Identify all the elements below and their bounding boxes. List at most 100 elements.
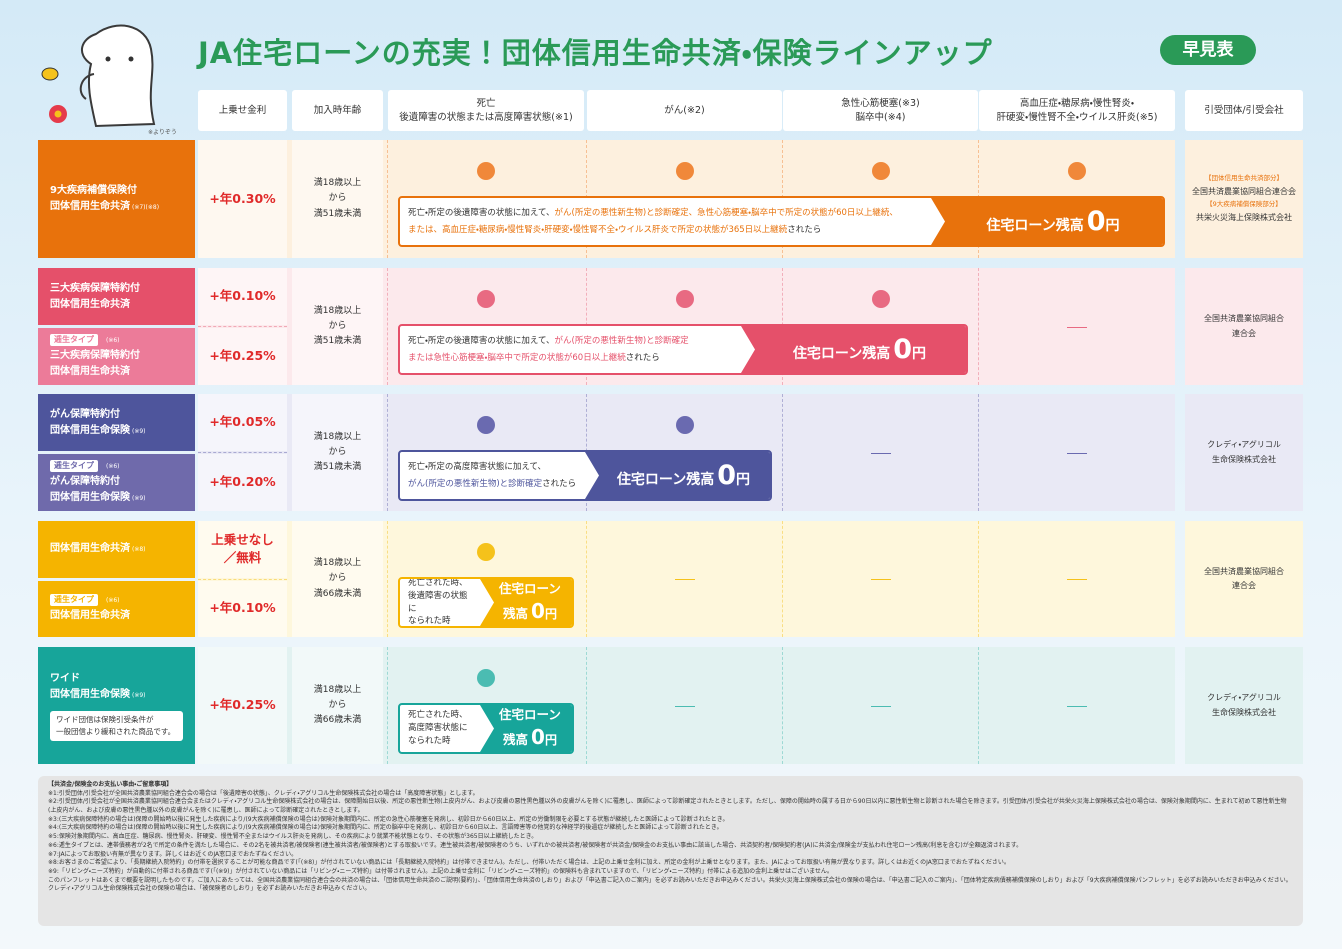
page-title: JA住宅ローンの充実！団体信用生命共済・保険ラインアップ xyxy=(198,36,993,70)
column-divider xyxy=(978,394,979,511)
column-divider xyxy=(782,647,783,764)
plan-tag: 逓生タイプ xyxy=(50,333,98,346)
coverage-dash xyxy=(870,452,891,454)
banner-text: 死亡された時、 高度障害状態に なられた時 xyxy=(400,705,480,752)
coverage-dot xyxy=(871,162,890,180)
banner-label-text: 住宅ローン残高 xyxy=(616,471,715,488)
plan-tag-row: 逓生タイプ (※6) xyxy=(50,593,183,608)
column-header: がん(※2) xyxy=(587,90,782,131)
column-divider xyxy=(387,268,388,385)
plan-name: 三大疾病保障特約付 団体信用生命共済 xyxy=(50,348,183,380)
banner-segment: または急性心筋梗塞・脳卒中で所定の状態が60日以上継続 xyxy=(408,352,626,363)
plan-name-note: (※9) xyxy=(132,494,146,502)
age-text: 満18歳以上 から 満66歳未満 xyxy=(313,558,362,599)
note-line: ※2:引受団体/引受会社が全国共済農業協同組合連合会またはクレディ・アグリコル生… xyxy=(48,798,1287,815)
column-header-text: がん(※2) xyxy=(664,104,705,116)
rate-text: +年0.20% xyxy=(209,474,276,490)
coverage-dash xyxy=(1067,326,1087,328)
plan-tag: 逓生タイプ xyxy=(50,593,98,606)
plan-name: ワイド 団体信用生命保険 (※9) xyxy=(50,671,183,703)
plan-cell: 逓生タイプ (※6) がん保障特約付 団体信用生命保険 (※9) xyxy=(38,454,195,511)
banner-label-text: 住宅ローン 残高 xyxy=(499,581,561,621)
plan-cell: ワイド 団体信用生命保険 (※9) ワイド団信は保険引受条件が 一般団信より緩和され… xyxy=(38,647,195,764)
banner-text: 死亡された時、 後遺障害の状態に なられた時 xyxy=(400,579,480,626)
rate-cell: +年0.10% xyxy=(198,580,287,637)
rate-cell: +年0.05% xyxy=(198,394,287,451)
plan-name-note: (※8) xyxy=(132,546,146,554)
banner-line: 死亡された時、 後遺障害の状態に なられた時 xyxy=(408,579,472,626)
banner-label: 住宅ローン 残高 0円 xyxy=(480,705,572,752)
age-cell: 満18歳以上 から 満51歳未満 xyxy=(292,394,383,511)
rate-text: +年0.25% xyxy=(209,697,276,713)
coverage-dash xyxy=(1067,705,1087,707)
age-text: 満18歳以上 から 満51歳未満 xyxy=(313,431,362,473)
banner-segment: されたら xyxy=(625,352,660,363)
banner-text: 死亡・所定の後遺障害の状態に加えて、がん(所定の悪性新生物)と診断確定、急性心筋… xyxy=(400,198,931,245)
coverage-dot xyxy=(871,290,890,308)
company-text: 全国共済農業協同組合 連合会 xyxy=(1204,314,1284,338)
plan-cell: 団体信用生命共済 (※8) xyxy=(38,521,195,578)
company-cell: 【団体信用生命共済部分】 全国共済農業協同組合連合会 【9大疾病補償保険部分】 共栄火… xyxy=(1185,140,1303,258)
column-divider xyxy=(586,521,587,637)
column-header-text: 死亡 後遺障害の状態または高度障害状態(※1) xyxy=(399,97,573,123)
banner-text: 死亡・所定の後遺障害の状態に加えて、がん(所定の悪性新生物)と診断確定または急性… xyxy=(400,326,741,373)
plan-name-text: 団体信用生命共済 xyxy=(50,543,130,555)
coverage-dash xyxy=(1067,452,1087,454)
banner-line: がん(所定の悪性新生物)と診断確定されたら xyxy=(408,476,577,493)
column-header: 死亡 後遺障害の状態または高度障害状態(※1) xyxy=(388,90,584,131)
plan-name: 三大疾病保障特約付 団体信用生命共済 xyxy=(50,281,183,313)
column-header: 加入時年齢 xyxy=(292,90,383,131)
banner-segment: がん(所定の悪性新生物)と診断確定 xyxy=(554,335,689,346)
note-line: ※3:(三大疾病保障特約の場合は)保障の開始時以後に発生した疾病により/(9大疾… xyxy=(48,815,729,823)
badge: 早見表 xyxy=(1160,35,1256,65)
column-divider xyxy=(782,394,783,511)
column-header-text: 加入時年齢 xyxy=(313,104,362,116)
company-text: 【団体信用生命共済部分】 xyxy=(1205,173,1283,182)
note-line: このパンフレットはあくまで概要を説明したものです。ご加入にあたっては、全国共済農… xyxy=(48,876,1292,893)
banner-line: 死亡・所定の後遺障害の状態に加えて、がん(所定の悪性新生物)と診断確定 xyxy=(408,333,733,350)
banner-label-wrap: 住宅ローン残高 0円 xyxy=(793,332,926,367)
coverage-dot xyxy=(477,416,495,434)
banner-unit: 円 xyxy=(1105,217,1120,234)
plan-name-note: (※7)(※8) xyxy=(132,204,160,211)
age-cell-bg xyxy=(292,268,383,385)
banner-zero: 0 xyxy=(531,724,545,749)
rate-cell: +年0.25% xyxy=(198,647,287,764)
age-cell: 満18歳以上 から 満66歳未満 xyxy=(292,647,383,764)
coverage-dot xyxy=(477,162,495,180)
coverage-dash xyxy=(674,705,695,707)
coverage-dash xyxy=(870,579,891,580)
banner-label-text: 住宅ローン残高 xyxy=(986,217,1084,234)
banner-segment: 死亡された時、 高度障害状態に なられた時 xyxy=(408,710,468,746)
banner-segment: されたら xyxy=(787,224,822,235)
plan-extra: ワイド団信は保険引受条件が 一般団信より緩和された商品です。 xyxy=(50,710,183,741)
banner-line: 死亡・所定の高度障害状態に加えて、 xyxy=(408,459,577,476)
plan-name-text: がん保障特約付 団体信用生命保険 xyxy=(50,408,130,436)
plan-name-text: 三大疾病保障特約付 団体信用生命共済 xyxy=(50,349,140,377)
company-text: 全国共済農業協同組合 連合会 xyxy=(1204,566,1284,590)
banner-label: 住宅ローン残高 0円 xyxy=(585,452,770,499)
plan-name: がん保障特約付 団体信用生命保険 (※9) xyxy=(50,474,183,506)
banner-segment: されたら xyxy=(542,478,577,489)
coverage-dot xyxy=(675,416,694,434)
company-text: 全国共済農業協同組合連合会 xyxy=(1192,186,1296,196)
banner-segment: 死亡・所定の高度障害状態に加えて、 xyxy=(408,461,547,472)
coverage-dash xyxy=(674,579,695,580)
rate-cell: 上乗せなし ／無料 xyxy=(198,521,287,578)
rate-text: +年0.10% xyxy=(209,288,276,304)
age-cell-bg xyxy=(292,140,383,258)
banner-label-wrap: 住宅ローン 残高 0円 xyxy=(499,581,561,623)
age-cell: 満18歳以上 から 満51歳未満 xyxy=(292,268,383,385)
banner: 死亡・所定の後遺障害の状態に加えて、がん(所定の悪性新生物)と診断確定または急性… xyxy=(398,324,968,375)
banner: 死亡された時、 高度障害状態に なられた時 住宅ローン 残高 0円 xyxy=(398,703,574,754)
plan-name: 9大疾病補償保険付 団体信用生命共済 (※7)(※8) xyxy=(50,183,183,215)
column-divider xyxy=(978,268,979,385)
plan-tag-text: 逓生タイプ xyxy=(54,334,94,344)
company-cell: 全国共済農業協同組合 連合会 xyxy=(1185,268,1303,385)
banner: 死亡・所定の後遺障害の状態に加えて、がん(所定の悪性新生物)と診断確定、急性心筋… xyxy=(398,196,1165,247)
rate-text: +年0.30% xyxy=(209,190,276,206)
company-cell: クレディ・アグリコル 生命保険株式会社 xyxy=(1185,647,1303,764)
banner-label: 住宅ローン残高 0円 xyxy=(931,198,1163,245)
plan-tag-row: 逓生タイプ (※6) xyxy=(50,333,183,348)
